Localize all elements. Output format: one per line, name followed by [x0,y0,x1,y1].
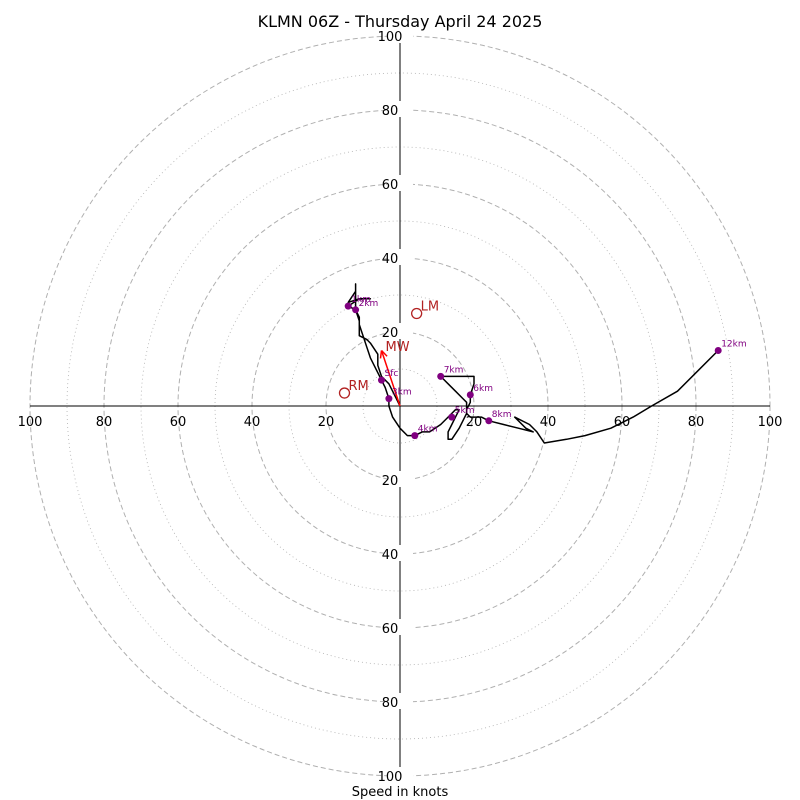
tick-labels: 100 80 60 40 20 20 40 60 80 100100806040202040608… [18,27,783,785]
y-tick-label-bg [387,323,413,339]
x-tick-label: 40 [540,415,557,430]
x-tick-label: 100 [18,415,43,430]
height-marker-3km [385,395,393,403]
height-label-4km: 4km [418,425,438,435]
storm-motion-lm-label: LM [421,300,439,315]
y-tick-label-bg [387,619,413,635]
height-label-2km: 2km [359,299,379,309]
height-marker-6km [466,391,474,399]
height-label-12km: 12km [721,340,746,350]
shear-vector-line [380,350,401,407]
height-label-sfc: Sfc [385,369,399,379]
height-marker-5km [448,413,456,421]
x-axis-label: Speed in knots [352,785,449,800]
x-tick-label: 60 [170,415,187,430]
height-marker-2km [352,306,360,314]
height-marker-sfc [378,376,385,384]
height-marker-4km [411,432,419,440]
y-tick-label: 20 [382,326,399,341]
y-tick-label-bg [387,471,413,487]
x-tick-label: 80 [688,415,705,430]
y-tick-label: 80 [382,696,399,711]
shear-vector-arrowhead [379,349,388,359]
x-tick-label: 20 [318,415,335,430]
storm-motion-lm-circle [410,307,423,320]
x-tick-label: 20 [466,415,483,430]
y-tick-label-bg [387,27,413,43]
storm-motion-mw-label: MW [386,340,410,355]
height-marker-12km [714,347,722,354]
height-marker-7km [437,372,445,380]
y-tick-label-bg [387,767,413,783]
y-tick-label-bg [387,545,413,561]
height-label-5km: 5km [455,406,475,416]
storm-motion-markers: RM LM MW [338,300,439,399]
x-tick-label: 100 [758,415,783,430]
y-tick-label-bg [387,249,413,265]
y-tick-label: 80 [382,104,399,119]
height-label-3km: 3km [392,388,412,398]
y-tick-label: 60 [382,622,399,637]
height-marker-8km [485,417,493,425]
height-label-8km: 8km [492,410,512,420]
y-tick-label: 100 [378,30,403,45]
y-tick-label: 40 [382,252,399,267]
chart-title: KLMN 06Z - Thursday April 24 2025 [258,12,543,31]
y-tick-label: 20 [382,474,399,489]
storm-motion-rm-label: RM [349,379,369,394]
y-tick-label-bg [387,101,413,117]
y-tick-label-bg [387,693,413,709]
y-tick-label-bg [387,175,413,191]
height-marker-1km [344,302,352,310]
height-label-6km: 6km [473,384,493,394]
y-tick-label: 60 [382,178,399,193]
height-label-7km: 7km [444,365,464,375]
storm-motion-rm-circle [338,387,351,399]
y-tick-label: 40 [382,548,399,563]
hodograph-trace [347,283,719,444]
y-tick-label: 100 [378,770,403,785]
height-label-1km: 1km [351,295,371,305]
x-tick-label: 40 [244,415,261,430]
x-tick-label: 80 [96,415,113,430]
hodograph-line [347,283,719,444]
